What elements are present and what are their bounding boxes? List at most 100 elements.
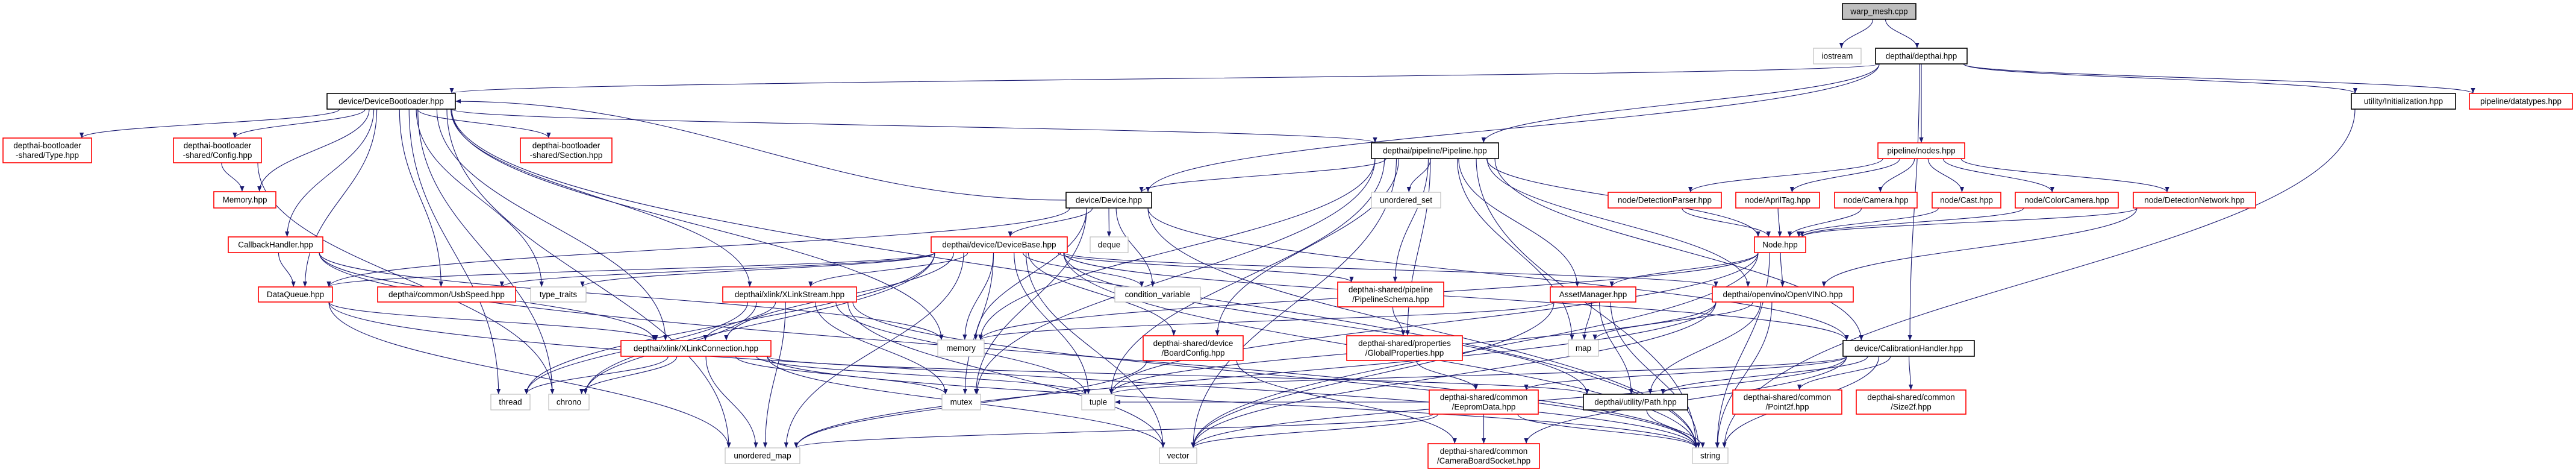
node-label: pipeline/datatypes.hpp bbox=[2480, 97, 2562, 106]
edge-bootloader-to-callback bbox=[285, 109, 375, 238]
edge-bootloader-to-unordered_map bbox=[446, 109, 731, 448]
node-box bbox=[1371, 142, 1499, 159]
node-device[interactable]: device/Device.hpp bbox=[1065, 192, 1152, 209]
edge-bl_config-to-memory_hpp bbox=[221, 162, 245, 192]
node-eeprom[interactable]: depthai-shared/common/EepromData.hpp bbox=[1429, 389, 1539, 415]
edge-bl_config-to-chrono bbox=[257, 162, 555, 395]
node-bl_type[interactable]: depthai-bootloader-shared/Type.hpp bbox=[2, 137, 92, 163]
node-box bbox=[2, 137, 92, 163]
edge-device-to-calib bbox=[1147, 207, 1849, 341]
node-pipelineschema[interactable]: depthai-shared/pipeline/PipelineSchema.h… bbox=[1337, 282, 1444, 307]
node-box bbox=[1568, 339, 1599, 357]
edge-pipeline-to-openvino bbox=[1486, 158, 1750, 288]
node-datatypes[interactable]: pipeline/datatypes.hpp bbox=[2469, 93, 2573, 110]
node-path[interactable]: depthai/utility/Path.hpp bbox=[1583, 394, 1688, 411]
node-node_hpp[interactable]: Node.hpp bbox=[1754, 236, 1806, 253]
node-label: depthai-bootloader bbox=[184, 141, 252, 150]
node-box bbox=[937, 339, 985, 357]
node-box bbox=[326, 93, 456, 110]
node-label: depthai-shared/properties bbox=[1358, 339, 1451, 348]
node-box bbox=[530, 286, 587, 303]
node-xlinkconn[interactable]: depthai/xlink/XLinkConnection.hpp bbox=[620, 340, 772, 357]
node-box bbox=[213, 191, 276, 209]
node-label: device/DeviceBootloader.hpp bbox=[338, 97, 444, 106]
node-box bbox=[1114, 286, 1201, 303]
node-initialization[interactable]: utility/Initialization.hpp bbox=[2351, 93, 2456, 110]
node-label: -shared/Type.hpp bbox=[16, 151, 79, 160]
node-usbspeed[interactable]: depthai/common/UsbSpeed.hpp bbox=[377, 286, 516, 303]
edge-devicebase-to-vector bbox=[1026, 252, 1165, 448]
node-point2f[interactable]: depthai-shared/common/Point2f.hpp bbox=[1732, 389, 1842, 415]
node-assetmanager[interactable]: AssetManager.hpp bbox=[1550, 286, 1636, 303]
edge-openvino-to-string bbox=[1715, 301, 1773, 448]
node-label: /GlobalProperties.hpp bbox=[1365, 348, 1444, 357]
node-openvino[interactable]: depthai/openvino/OpenVINO.hpp bbox=[1712, 286, 1854, 303]
edge-openvino-to-unordered_map bbox=[794, 301, 1717, 448]
node-label: string bbox=[1700, 452, 1720, 461]
node-label: depthai-shared/device bbox=[1153, 339, 1233, 348]
node-label: depthai-shared/common bbox=[1440, 447, 1528, 456]
edge-devicebase-to-dataqueue bbox=[326, 252, 935, 288]
node-label: /Size2f.hpp bbox=[1891, 403, 1932, 412]
node-condition_variable: condition_variable bbox=[1114, 286, 1201, 303]
node-apriltag[interactable]: node/AprilTag.hpp bbox=[1735, 192, 1820, 209]
edge-devicebase-to-mutex bbox=[962, 252, 994, 395]
node-label: depthai/utility/Path.hpp bbox=[1594, 398, 1677, 407]
node-label: DataQueue.hpp bbox=[267, 290, 324, 299]
node-unordered_map: unordered_map bbox=[725, 447, 800, 464]
edge-depthai-to-device bbox=[1146, 63, 1880, 193]
node-xlinkstream[interactable]: depthai/xlink/XLinkStream.hpp bbox=[722, 286, 857, 303]
node-box bbox=[941, 394, 981, 411]
node-box bbox=[1692, 447, 1729, 464]
node-box bbox=[258, 286, 333, 303]
node-dataqueue[interactable]: DataQueue.hpp bbox=[258, 286, 333, 303]
node-label: depthai/pipeline/Pipeline.hpp bbox=[1383, 146, 1487, 156]
node-pipeline[interactable]: depthai/pipeline/Pipeline.hpp bbox=[1371, 142, 1499, 159]
node-label: depthai/common/UsbSpeed.hpp bbox=[388, 290, 505, 299]
edge-device-to-devicebase bbox=[1008, 207, 1093, 238]
node-camerasocket[interactable]: depthai-shared/common/CameraBoardSocket.… bbox=[1427, 443, 1540, 469]
node-memory_hpp[interactable]: Memory.hpp bbox=[213, 191, 276, 209]
node-bootloader[interactable]: device/DeviceBootloader.hpp bbox=[326, 93, 456, 110]
node-globalprops[interactable]: depthai-shared/properties/GlobalProperti… bbox=[1346, 335, 1463, 361]
node-mutex: mutex bbox=[941, 394, 981, 411]
edge-apriltag-to-node_hpp bbox=[1777, 207, 1782, 238]
node-label: device/CalibrationHandler.hpp bbox=[1854, 344, 1963, 353]
node-box bbox=[2469, 93, 2573, 110]
node-nodes[interactable]: pipeline/nodes.hpp bbox=[1877, 142, 1965, 159]
edge-dataqueue-to-string bbox=[328, 301, 1698, 448]
node-label: deque bbox=[1098, 241, 1121, 250]
node-label: mutex bbox=[950, 398, 973, 407]
node-box bbox=[1856, 389, 1966, 415]
node-bl_config[interactable]: depthai-bootloader-shared/Config.hpp bbox=[173, 137, 262, 163]
node-cast[interactable]: node/Cast.hpp bbox=[1932, 192, 2001, 209]
node-camera[interactable]: node/Camera.hpp bbox=[1834, 192, 1918, 209]
node-box bbox=[1427, 443, 1540, 469]
node-detectionparser[interactable]: node/DetectionParser.hpp bbox=[1608, 192, 1722, 209]
node-devicebase[interactable]: depthai/device/DeviceBase.hpp bbox=[931, 236, 1068, 253]
node-boardconfig[interactable]: depthai-shared/device/BoardConfig.hpp bbox=[1143, 335, 1244, 361]
edge-eeprom-to-vector bbox=[1191, 414, 1438, 448]
node-label: node/ColorCamera.hpp bbox=[2024, 196, 2109, 205]
node-box bbox=[1065, 192, 1152, 209]
node-detectionnetwork[interactable]: node/DetectionNetwork.hpp bbox=[2133, 192, 2256, 209]
node-box bbox=[548, 394, 590, 411]
edge-bootloader-to-usbspeed bbox=[399, 109, 443, 288]
node-size2f[interactable]: depthai-shared/common/Size2f.hpp bbox=[1856, 389, 1966, 415]
node-calib[interactable]: device/CalibrationHandler.hpp bbox=[1842, 340, 1975, 357]
edge-pipeline-to-device bbox=[1139, 158, 1386, 193]
node-box bbox=[2351, 93, 2456, 110]
node-label: depthai-shared/common bbox=[1744, 393, 1832, 402]
node-callback[interactable]: CallbackHandler.hpp bbox=[228, 236, 323, 253]
node-colorcamera[interactable]: node/ColorCamera.hpp bbox=[2015, 192, 2119, 209]
edge-detectionnetwork-to-node_hpp bbox=[1800, 207, 2138, 238]
node-warp[interactable]: warp_mesh.cpp bbox=[1842, 3, 1916, 20]
edge-bootloader-to-string bbox=[451, 109, 1698, 448]
node-depthai[interactable]: depthai/depthai.hpp bbox=[1875, 48, 1968, 65]
node-box bbox=[722, 286, 857, 303]
node-label: depthai/xlink/XLinkStream.hpp bbox=[735, 290, 844, 299]
edge-node_hpp-to-tuple bbox=[1109, 252, 1759, 395]
node-bl_section[interactable]: depthai-bootloader-shared/Section.hpp bbox=[520, 137, 613, 163]
edge-detectionnetwork-to-openvino bbox=[1821, 207, 2138, 288]
